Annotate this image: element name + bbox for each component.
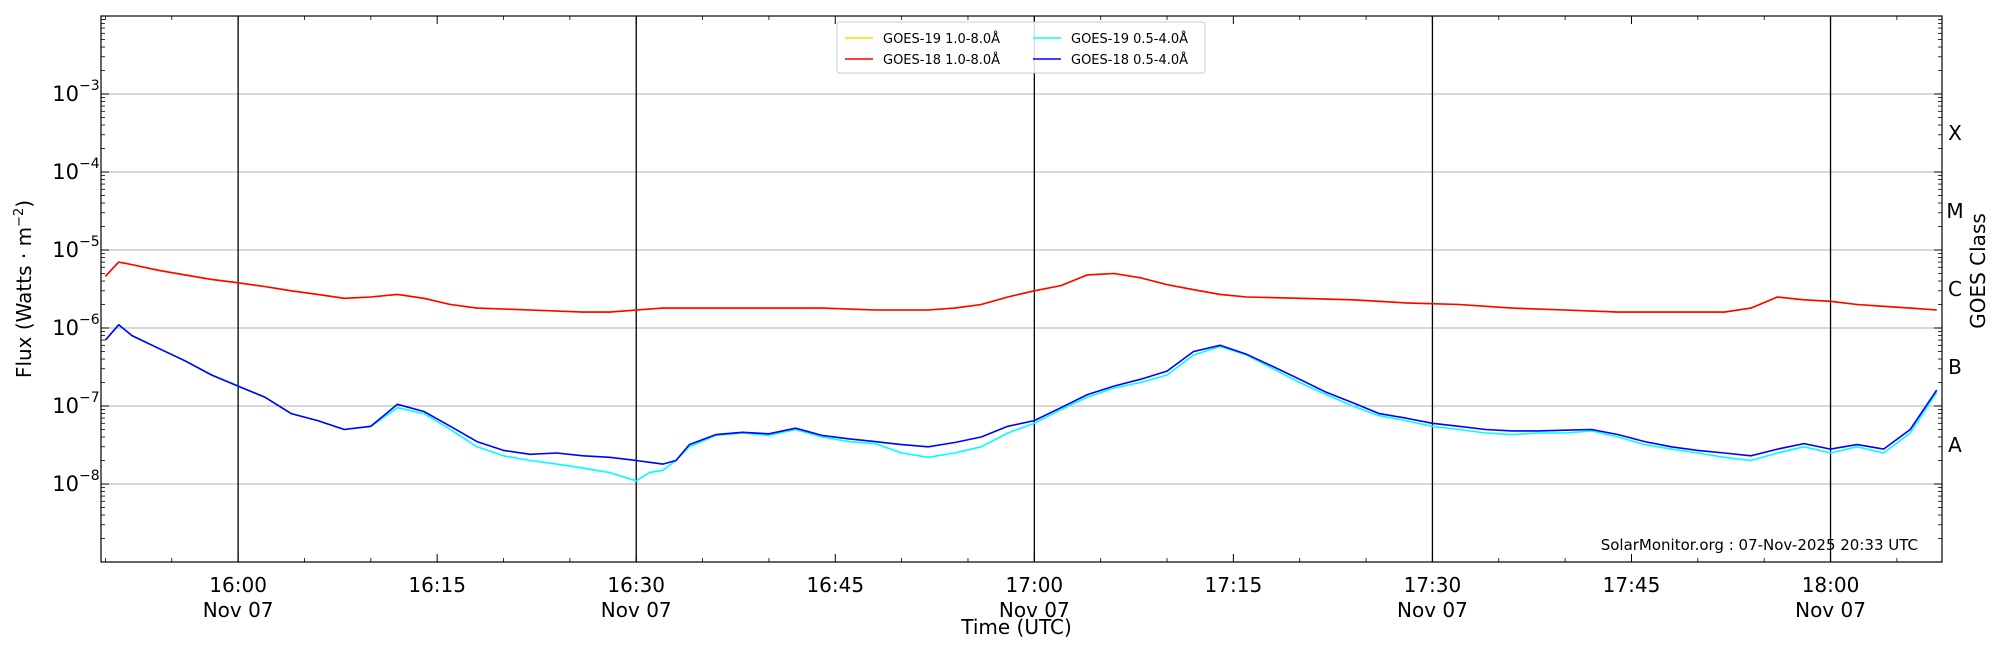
plot-frame (100, 15, 1943, 563)
series-line-3 (104, 323, 1938, 465)
y-axis-label-text: Flux (Watts · m (12, 227, 36, 378)
x-tick-date-2: Nov 07 (601, 598, 672, 622)
series-line-2 (104, 323, 1938, 482)
y-tick-label-0: 10 (52, 472, 79, 496)
x-axis-label: Time (UTC) (960, 615, 1072, 639)
y-tick-label-sup-4: −4 (79, 156, 100, 172)
grid-layer (101, 93, 1942, 485)
y-tick-label-5: 10 (52, 82, 79, 106)
goes-class-label-c: C (1948, 277, 1962, 301)
series-line-1 (104, 261, 1937, 313)
goes-class-label-b: B (1948, 355, 1962, 379)
legend-label-1: GOES-19 0.5-4.0Å (1071, 31, 1188, 47)
x-tick-label-4: 17:00 (1006, 573, 1064, 597)
y-tick-label-4: 10 (52, 160, 79, 184)
goes-class-label-x: X (1948, 121, 1962, 145)
y-tick-label-2: 10 (52, 316, 79, 340)
y-tick-label-sup-2: −6 (79, 312, 100, 328)
legend: GOES-19 1.0-8.0Å GOES-19 0.5-4.0Å GOES-18 … (836, 21, 1206, 74)
x-tick-label-3: 16:45 (806, 573, 864, 597)
y-tick-label-1: 10 (52, 394, 79, 418)
x-tick-label-2: 16:30 (607, 573, 665, 597)
goes-class-label-a: A (1948, 433, 1962, 457)
right-axis-label: GOES Class (1966, 213, 1990, 329)
series-layer (104, 261, 1938, 482)
vertical-line-layer (237, 16, 1832, 562)
y-axis-label-sup: −2 (12, 208, 27, 227)
y-axis-label-close: ) (12, 200, 36, 208)
x-tick-date-0: Nov 07 (203, 598, 274, 622)
x-tick-label-0: 16:00 (209, 573, 267, 597)
footer-credit: SolarMonitor.org : 07-Nov-2025 20:33 UTC (1601, 536, 1918, 554)
x-tick-date-8: Nov 07 (1795, 598, 1866, 622)
legend-label-2: GOES-18 1.0-8.0Å (883, 52, 1000, 68)
x-tick-label-8: 18:00 (1802, 573, 1860, 597)
legend-box (836, 21, 1206, 74)
x-tick-date-4: Nov 07 (999, 598, 1070, 622)
y-tick-label-sup-0: −8 (79, 468, 100, 484)
legend-label-3: GOES-18 0.5-4.0Å (1071, 52, 1188, 68)
legend-label-0: GOES-19 1.0-8.0Å (883, 31, 1000, 47)
tick-layer (101, 16, 1942, 562)
y-tick-label-sup-5: −3 (79, 78, 100, 94)
y-tick-label-sup-3: −5 (79, 234, 100, 250)
x-tick-label-1: 16:15 (408, 573, 466, 597)
y-axis-label: Flux (Watts · m−2) (12, 200, 36, 378)
x-tick-label-5: 17:15 (1205, 573, 1263, 597)
x-tick-label-7: 17:45 (1603, 573, 1661, 597)
x-tick-date-6: Nov 07 (1397, 598, 1468, 622)
goes-class-label-m: M (1946, 199, 1963, 223)
y-tick-label-3: 10 (52, 238, 79, 262)
x-tick-label-6: 17:30 (1404, 573, 1462, 597)
y-tick-label-sup-1: −7 (79, 390, 100, 406)
